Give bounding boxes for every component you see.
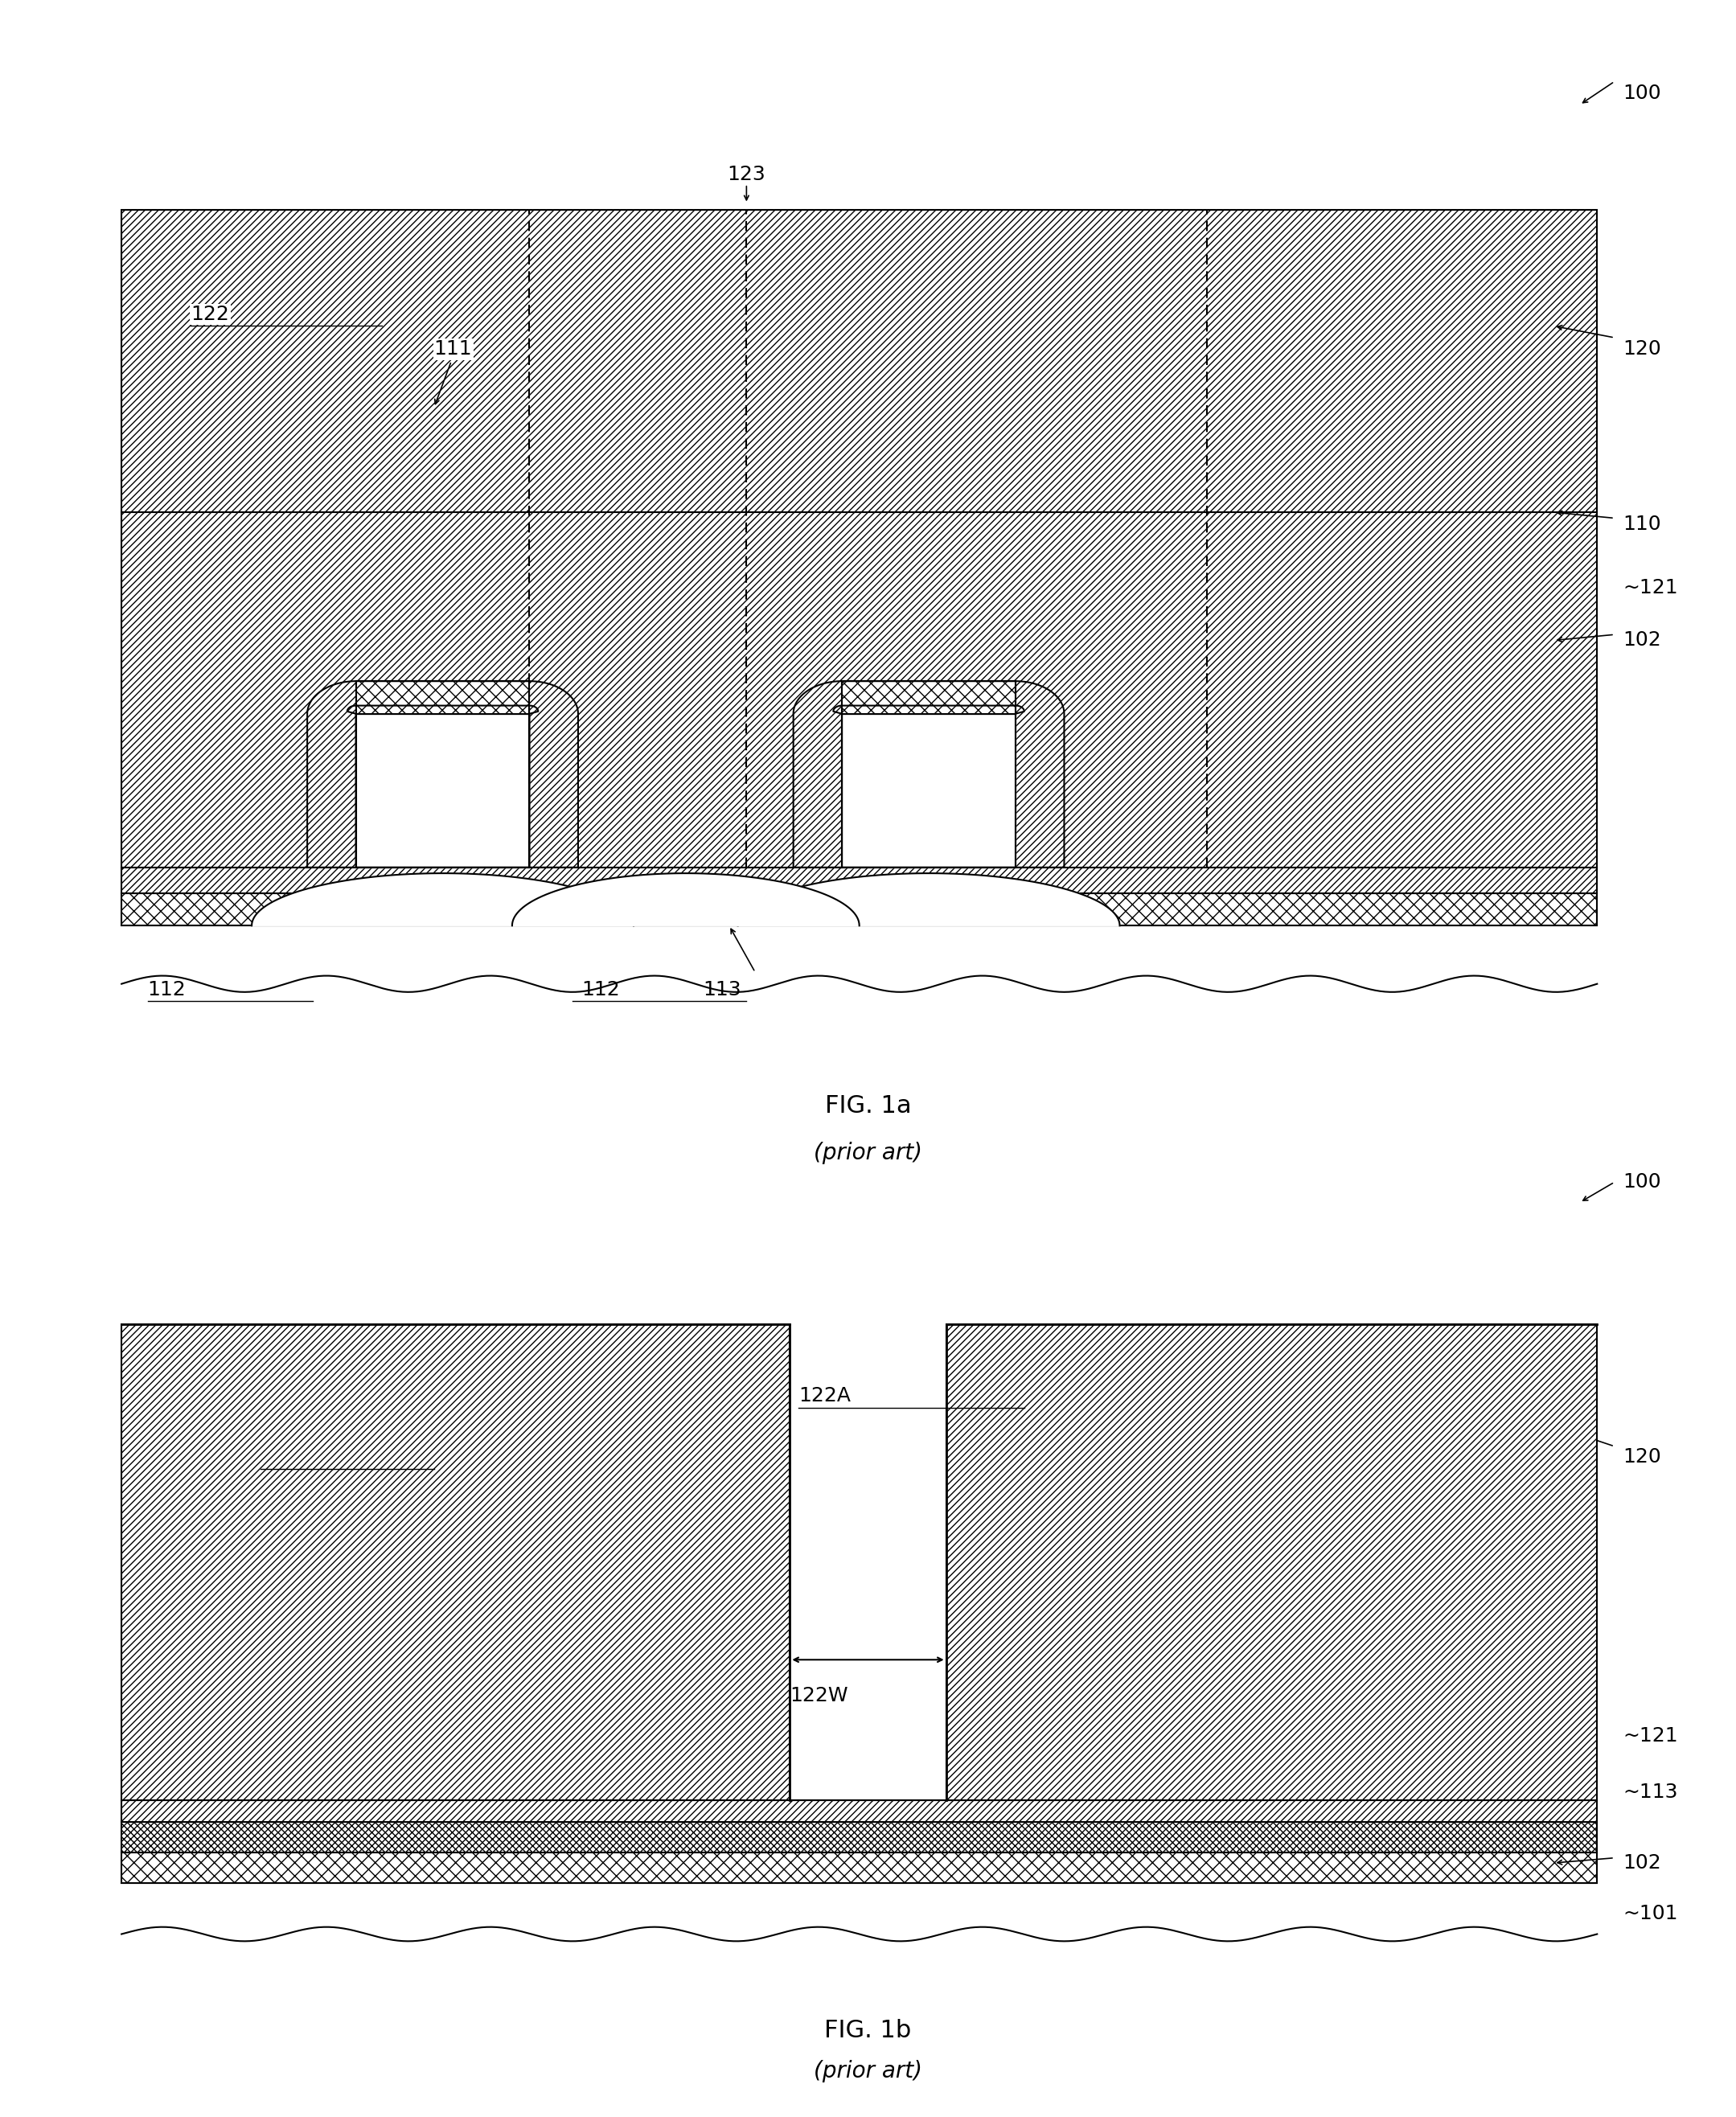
Bar xyxy=(122,210,1597,868)
Bar xyxy=(946,1325,1597,1799)
Text: 122A: 122A xyxy=(799,1387,851,1406)
Text: (prior art): (prior art) xyxy=(814,1141,922,1164)
Text: 112: 112 xyxy=(148,980,186,999)
Bar xyxy=(842,682,1016,713)
Text: 112: 112 xyxy=(582,980,620,999)
Polygon shape xyxy=(356,713,529,868)
Bar xyxy=(356,713,529,868)
Bar xyxy=(122,868,1597,893)
Text: FIG. 1b: FIG. 1b xyxy=(825,2020,911,2043)
Text: 123: 123 xyxy=(727,165,766,184)
Bar xyxy=(122,1823,1597,1852)
Bar xyxy=(842,713,1016,868)
Text: ~113: ~113 xyxy=(1623,1783,1679,1802)
Text: 122W: 122W xyxy=(790,1685,849,1704)
Text: 120: 120 xyxy=(1623,1446,1661,1467)
Bar xyxy=(122,1852,1597,1884)
Text: 111: 111 xyxy=(434,339,472,360)
Bar xyxy=(842,713,1016,868)
Polygon shape xyxy=(512,874,859,925)
Text: 100: 100 xyxy=(1623,1173,1661,1192)
Polygon shape xyxy=(738,874,1120,925)
Text: ~121: ~121 xyxy=(1623,1725,1679,1747)
Text: 110: 110 xyxy=(1623,514,1661,533)
Bar xyxy=(356,682,529,713)
Bar xyxy=(356,682,529,713)
Text: 102: 102 xyxy=(1623,631,1661,650)
Text: 122: 122 xyxy=(260,1446,299,1467)
Bar xyxy=(356,713,529,868)
Text: FIG. 1a: FIG. 1a xyxy=(825,1094,911,1118)
Text: (prior art): (prior art) xyxy=(814,2060,922,2083)
Text: 120: 120 xyxy=(1623,339,1661,360)
Text: ~101: ~101 xyxy=(1623,1903,1679,1924)
Text: 113: 113 xyxy=(703,980,741,999)
Polygon shape xyxy=(842,713,1016,868)
Polygon shape xyxy=(252,874,634,925)
Text: 102: 102 xyxy=(1623,1852,1661,1874)
Text: 122: 122 xyxy=(191,305,229,324)
Bar xyxy=(842,682,1016,713)
Bar xyxy=(122,893,1597,925)
Text: 100: 100 xyxy=(1623,83,1661,104)
Bar xyxy=(122,1325,790,1799)
Text: ~121: ~121 xyxy=(1623,578,1679,597)
Bar xyxy=(122,1799,1597,1823)
